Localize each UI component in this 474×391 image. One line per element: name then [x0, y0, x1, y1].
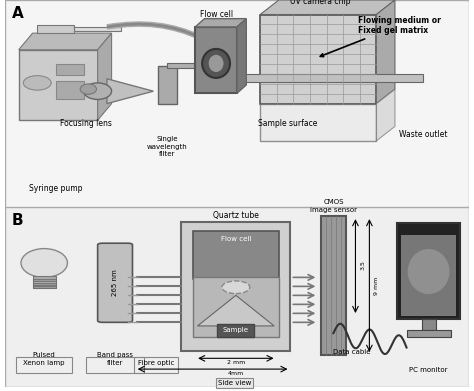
Text: PC monitor: PC monitor — [410, 367, 448, 373]
Ellipse shape — [80, 84, 97, 94]
Bar — [37, 25, 74, 33]
Text: CMOS
image sensor: CMOS image sensor — [310, 199, 357, 213]
Bar — [237, 74, 423, 82]
Bar — [407, 330, 451, 337]
Bar — [320, 216, 346, 355]
Text: Flow cell: Flow cell — [221, 236, 251, 242]
Polygon shape — [107, 79, 154, 104]
Bar — [16, 357, 72, 373]
Text: Band pass
filter: Band pass filter — [97, 352, 133, 366]
Text: 4mm: 4mm — [228, 371, 244, 376]
Text: Side view: Side view — [218, 380, 251, 386]
Polygon shape — [260, 0, 395, 14]
Bar — [401, 235, 456, 316]
Text: Quartz tube: Quartz tube — [213, 211, 259, 220]
Bar — [195, 27, 237, 93]
Polygon shape — [376, 89, 395, 141]
Text: 3.5: 3.5 — [360, 260, 365, 270]
Text: Syringe pump: Syringe pump — [29, 184, 82, 193]
Ellipse shape — [222, 281, 250, 294]
Bar — [56, 81, 84, 99]
Bar — [193, 277, 279, 337]
Polygon shape — [195, 19, 246, 27]
Text: Flowing medium or
Fixed gel matrix: Flowing medium or Fixed gel matrix — [320, 16, 441, 57]
Bar — [193, 231, 279, 279]
Bar — [134, 357, 178, 373]
Text: B: B — [12, 213, 23, 228]
Bar — [260, 14, 376, 104]
Text: Focusing lens: Focusing lens — [60, 120, 112, 129]
Bar — [33, 283, 56, 285]
Ellipse shape — [208, 54, 224, 73]
Bar — [33, 279, 56, 281]
Text: UV camera chip: UV camera chip — [291, 0, 351, 6]
Text: Sample: Sample — [223, 326, 249, 332]
FancyBboxPatch shape — [98, 243, 132, 322]
Ellipse shape — [21, 249, 67, 277]
Bar — [397, 223, 460, 319]
Text: A: A — [12, 6, 23, 21]
Bar — [422, 319, 436, 330]
Polygon shape — [198, 295, 274, 326]
Polygon shape — [237, 19, 246, 93]
Bar — [33, 286, 56, 288]
Polygon shape — [18, 33, 111, 50]
Bar — [260, 104, 376, 141]
Bar — [167, 63, 204, 68]
Bar — [18, 50, 98, 120]
Text: Waste outlet: Waste outlet — [399, 130, 447, 139]
Text: Data cable: Data cable — [333, 349, 371, 355]
Text: Fibre optic: Fibre optic — [137, 359, 174, 366]
Text: Single
wavelength
filter: Single wavelength filter — [147, 136, 188, 158]
Bar — [217, 324, 255, 337]
Text: 2 mm: 2 mm — [227, 360, 245, 365]
Bar — [181, 222, 291, 351]
Bar — [56, 64, 84, 75]
Text: Sample surface: Sample surface — [258, 120, 318, 129]
Ellipse shape — [23, 75, 51, 90]
Bar — [33, 276, 56, 288]
Text: Flow cell: Flow cell — [200, 10, 233, 19]
Ellipse shape — [408, 249, 449, 294]
Bar — [74, 27, 121, 31]
Ellipse shape — [84, 83, 111, 99]
Text: 9 mm: 9 mm — [374, 276, 379, 294]
Bar — [86, 357, 144, 373]
Polygon shape — [376, 0, 395, 104]
Polygon shape — [98, 33, 111, 120]
Text: 265 nm: 265 nm — [112, 269, 118, 296]
Ellipse shape — [202, 49, 230, 78]
Text: Pulsed
Xenon lamp: Pulsed Xenon lamp — [24, 352, 65, 366]
Bar — [158, 66, 177, 104]
